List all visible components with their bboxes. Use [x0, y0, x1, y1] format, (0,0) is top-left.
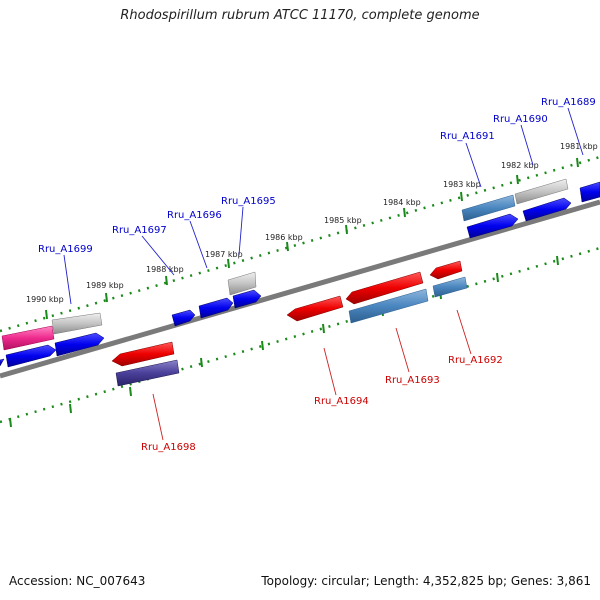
gene-label-rru-a1696[interactable]: Rru_A1696: [167, 210, 222, 221]
kbp-major-ticks: [45, 157, 579, 320]
kbp-label-1985: 1985 kbp: [324, 216, 362, 225]
gene-label-rru-a1690[interactable]: Rru_A1690: [493, 114, 548, 125]
gene-arrow-forward[interactable]: [0, 358, 5, 367]
kbp-label-1988: 1988 kbp: [146, 265, 184, 274]
reverse-leader-lines: [152, 309, 472, 441]
gene-arrow-forward[interactable]: [171, 309, 196, 327]
gene-label-rru-a1697[interactable]: Rru_A1697: [112, 225, 167, 236]
gene-label-rru-a1693[interactable]: Rru_A1693: [385, 375, 440, 386]
gene-arrow-reverse[interactable]: [345, 271, 424, 305]
gene-arrow-reverse[interactable]: [111, 341, 175, 367]
kbp-label-1989: 1989 kbp: [86, 281, 124, 290]
gene-arrow-forward[interactable]: [522, 197, 572, 222]
kbp-label-1982: 1982 kbp: [501, 161, 539, 170]
gene-arrow-reverse[interactable]: [348, 288, 429, 324]
gene-label-rru-a1698[interactable]: Rru_A1698: [141, 442, 196, 453]
gene-arrow-reverse[interactable]: [115, 359, 180, 387]
gene-arrow-forward[interactable]: [232, 289, 262, 309]
gene-label-rru-a1699[interactable]: Rru_A1699: [38, 244, 93, 255]
genome-backbone: [0, 199, 600, 379]
gene-arrow-forward[interactable]: [198, 297, 234, 319]
gene-arrow-forward[interactable]: [51, 312, 103, 335]
kbp-label-1986: 1986 kbp: [265, 233, 303, 242]
kbp-label-1983: 1983 kbp: [443, 180, 481, 189]
gene-arrow-forward[interactable]: [514, 178, 569, 205]
gene-arrow-reverse[interactable]: [286, 295, 344, 322]
accession-text: Accession: NC_007643: [9, 574, 146, 588]
gene-label-rru-a1692[interactable]: Rru_A1692: [448, 355, 503, 366]
gene-label-rru-a1694[interactable]: Rru_A1694: [314, 396, 369, 407]
gene-arrow-forward[interactable]: [5, 344, 57, 368]
gene-arrow-forward[interactable]: [461, 194, 516, 222]
gene-label-rru-a1695[interactable]: Rru_A1695: [221, 196, 276, 207]
gene-arrow-forward[interactable]: [579, 181, 600, 203]
gene-arrow-forward[interactable]: [54, 332, 105, 357]
gene-arrow-reverse[interactable]: [429, 260, 463, 280]
forward-leader-lines: [63, 107, 584, 305]
kbp-label-1984: 1984 kbp: [383, 198, 421, 207]
gene-label-rru-a1689[interactable]: Rru_A1689: [541, 97, 596, 108]
genome-summary-text: Topology: circular; Length: 4,352,825 bp…: [261, 574, 591, 588]
gene-arrow-reverse[interactable]: [432, 276, 468, 298]
kbp-label-1981: 1981 kbp: [560, 142, 598, 151]
kbp-label-1987: 1987 kbp: [205, 250, 243, 259]
kbp-label-1990: 1990 kbp: [26, 295, 64, 304]
gene-arrow-forward[interactable]: [1, 325, 55, 351]
gene-label-rru-a1691[interactable]: Rru_A1691: [440, 131, 495, 142]
gene-arrow-forward[interactable]: [227, 271, 257, 296]
gene-arrow-forward[interactable]: [466, 213, 519, 239]
map-title: Rhodospirillum rubrum ATCC 11170, comple…: [120, 8, 480, 23]
